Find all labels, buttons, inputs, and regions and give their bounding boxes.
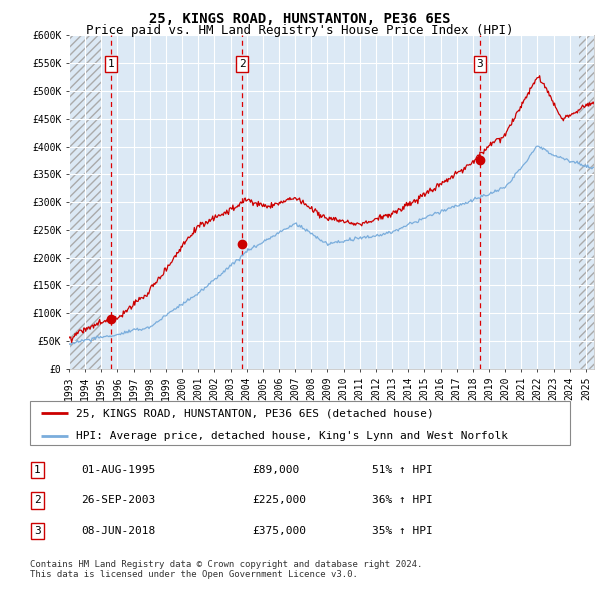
Text: 1: 1	[34, 465, 41, 475]
Text: 1: 1	[107, 59, 114, 68]
Text: 3: 3	[34, 526, 41, 536]
Text: 51% ↑ HPI: 51% ↑ HPI	[372, 465, 433, 475]
Text: Price paid vs. HM Land Registry's House Price Index (HPI): Price paid vs. HM Land Registry's House …	[86, 24, 514, 37]
Text: £375,000: £375,000	[252, 526, 306, 536]
Text: 2: 2	[239, 59, 246, 68]
Text: 36% ↑ HPI: 36% ↑ HPI	[372, 496, 433, 506]
Text: HPI: Average price, detached house, King's Lynn and West Norfolk: HPI: Average price, detached house, King…	[76, 431, 508, 441]
FancyBboxPatch shape	[30, 401, 570, 445]
Text: £89,000: £89,000	[252, 465, 299, 475]
Text: 26-SEP-2003: 26-SEP-2003	[81, 496, 155, 506]
Text: 08-JUN-2018: 08-JUN-2018	[81, 526, 155, 536]
Text: £225,000: £225,000	[252, 496, 306, 506]
Bar	[69, 35, 101, 369]
Text: 25, KINGS ROAD, HUNSTANTON, PE36 6ES: 25, KINGS ROAD, HUNSTANTON, PE36 6ES	[149, 12, 451, 26]
Text: 3: 3	[476, 59, 484, 68]
Text: 25, KINGS ROAD, HUNSTANTON, PE36 6ES (detached house): 25, KINGS ROAD, HUNSTANTON, PE36 6ES (de…	[76, 408, 434, 418]
Text: 35% ↑ HPI: 35% ↑ HPI	[372, 526, 433, 536]
Text: 2: 2	[34, 496, 41, 506]
Text: 01-AUG-1995: 01-AUG-1995	[81, 465, 155, 475]
Bar	[579, 35, 594, 369]
Text: Contains HM Land Registry data © Crown copyright and database right 2024.
This d: Contains HM Land Registry data © Crown c…	[30, 560, 422, 579]
